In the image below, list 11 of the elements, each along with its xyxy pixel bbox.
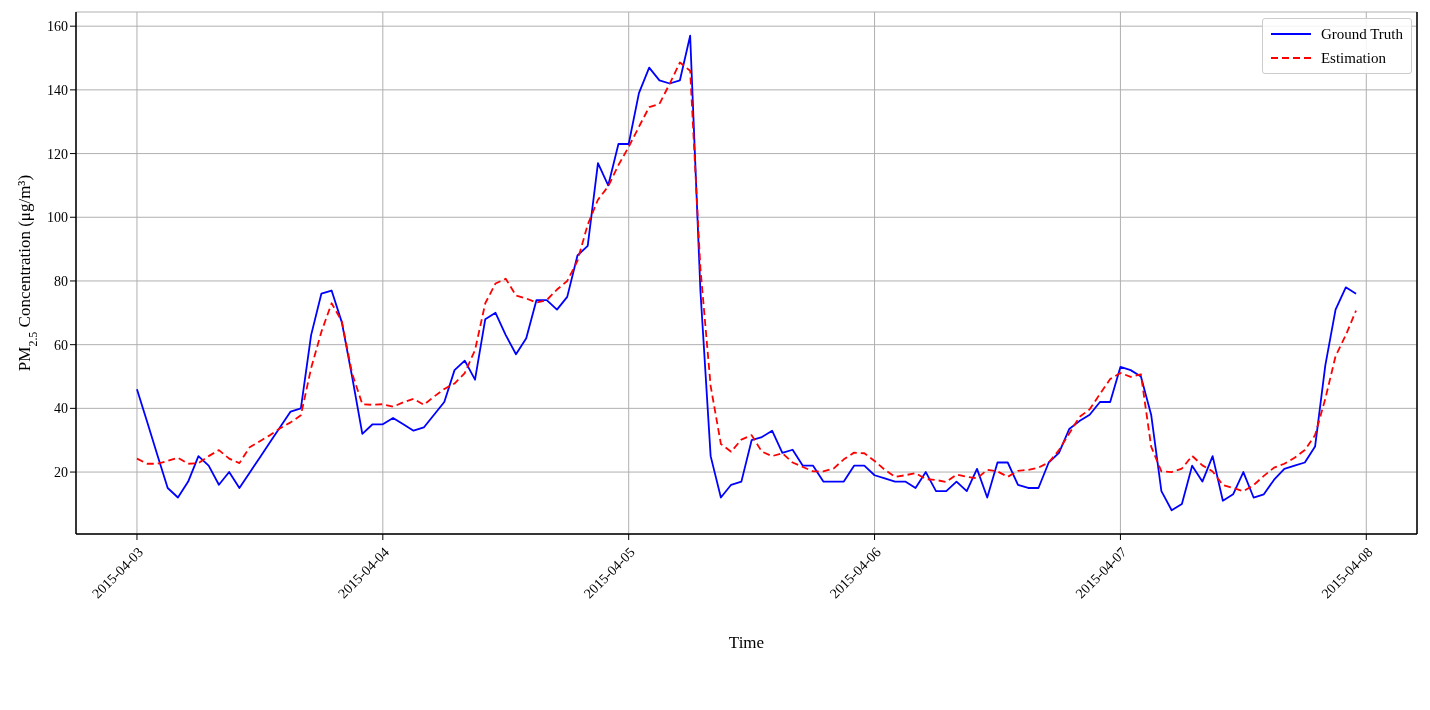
legend-label: Ground Truth — [1320, 25, 1403, 43]
y-tick-label: 40 — [54, 401, 68, 417]
y-tick-label: 100 — [47, 210, 68, 226]
y-tick-label: 140 — [47, 82, 68, 98]
y-tick-label: 80 — [54, 273, 68, 289]
legend-label: Estimation — [1320, 49, 1386, 67]
y-tick-label: 60 — [54, 337, 68, 353]
y-tick-label: 120 — [47, 146, 68, 162]
y-tick-label: 20 — [54, 465, 68, 481]
x-axis-title: Time — [728, 633, 765, 652]
y-tick-label: 160 — [47, 19, 68, 35]
